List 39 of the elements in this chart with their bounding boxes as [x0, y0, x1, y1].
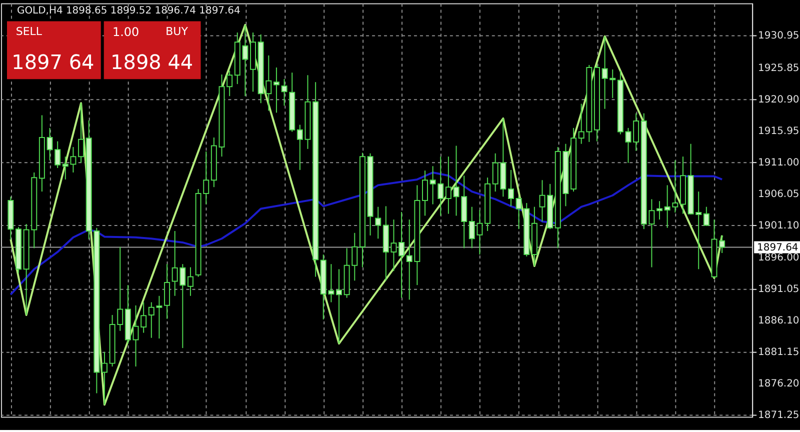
candlestick — [719, 234, 726, 254]
y-tick-label: 1930.95 — [758, 30, 800, 42]
candlestick — [101, 351, 108, 406]
candlestick — [226, 70, 233, 97]
chart-title: GOLD,H4 1898.65 1899.52 1896.74 1897.64 — [16, 5, 240, 16]
y-tick-label: 1891.05 — [758, 284, 800, 296]
y-tick-label: 1925.85 — [758, 62, 800, 74]
y-tick-label: 1911.00 — [758, 157, 800, 168]
candlestick — [508, 169, 514, 207]
candlestick — [164, 264, 170, 320]
annotation: 1897 64 — [12, 50, 94, 74]
line-series — [10, 24, 724, 406]
y-tick-label: 1876.20 — [758, 378, 800, 390]
y-tick-label: 1881.15 — [758, 347, 800, 358]
y-tick-label: 1896.00 — [758, 252, 800, 264]
y-tick-label: 1901.10 — [758, 220, 800, 232]
ref-line-label: 1897.64 — [757, 242, 798, 254]
candlestick — [336, 268, 342, 344]
candlestick — [703, 206, 710, 226]
annotation: SELL — [16, 25, 43, 38]
candlestick — [375, 206, 382, 240]
annotation: 1898 44 — [110, 50, 194, 74]
candlestick — [656, 200, 663, 220]
y-tick-label: 1915.95 — [758, 126, 800, 137]
candlestick — [273, 67, 280, 114]
candlestick — [422, 170, 428, 216]
candlestick — [398, 211, 405, 298]
annotation: BUY — [166, 25, 188, 38]
y-tick-label: 1906.05 — [758, 188, 800, 200]
y-tick-label: 1886.10 — [758, 316, 800, 327]
candlestick — [187, 266, 194, 296]
y-tick-label: 1920.90 — [758, 94, 800, 106]
line-series — [10, 171, 724, 296]
annotation: 1.00 — [112, 25, 140, 40]
candlestick — [633, 112, 640, 152]
y-tick-label: 1871.25 — [758, 410, 800, 422]
candlestick — [281, 78, 288, 106]
candlestick — [78, 102, 84, 164]
candlestick — [445, 156, 452, 214]
